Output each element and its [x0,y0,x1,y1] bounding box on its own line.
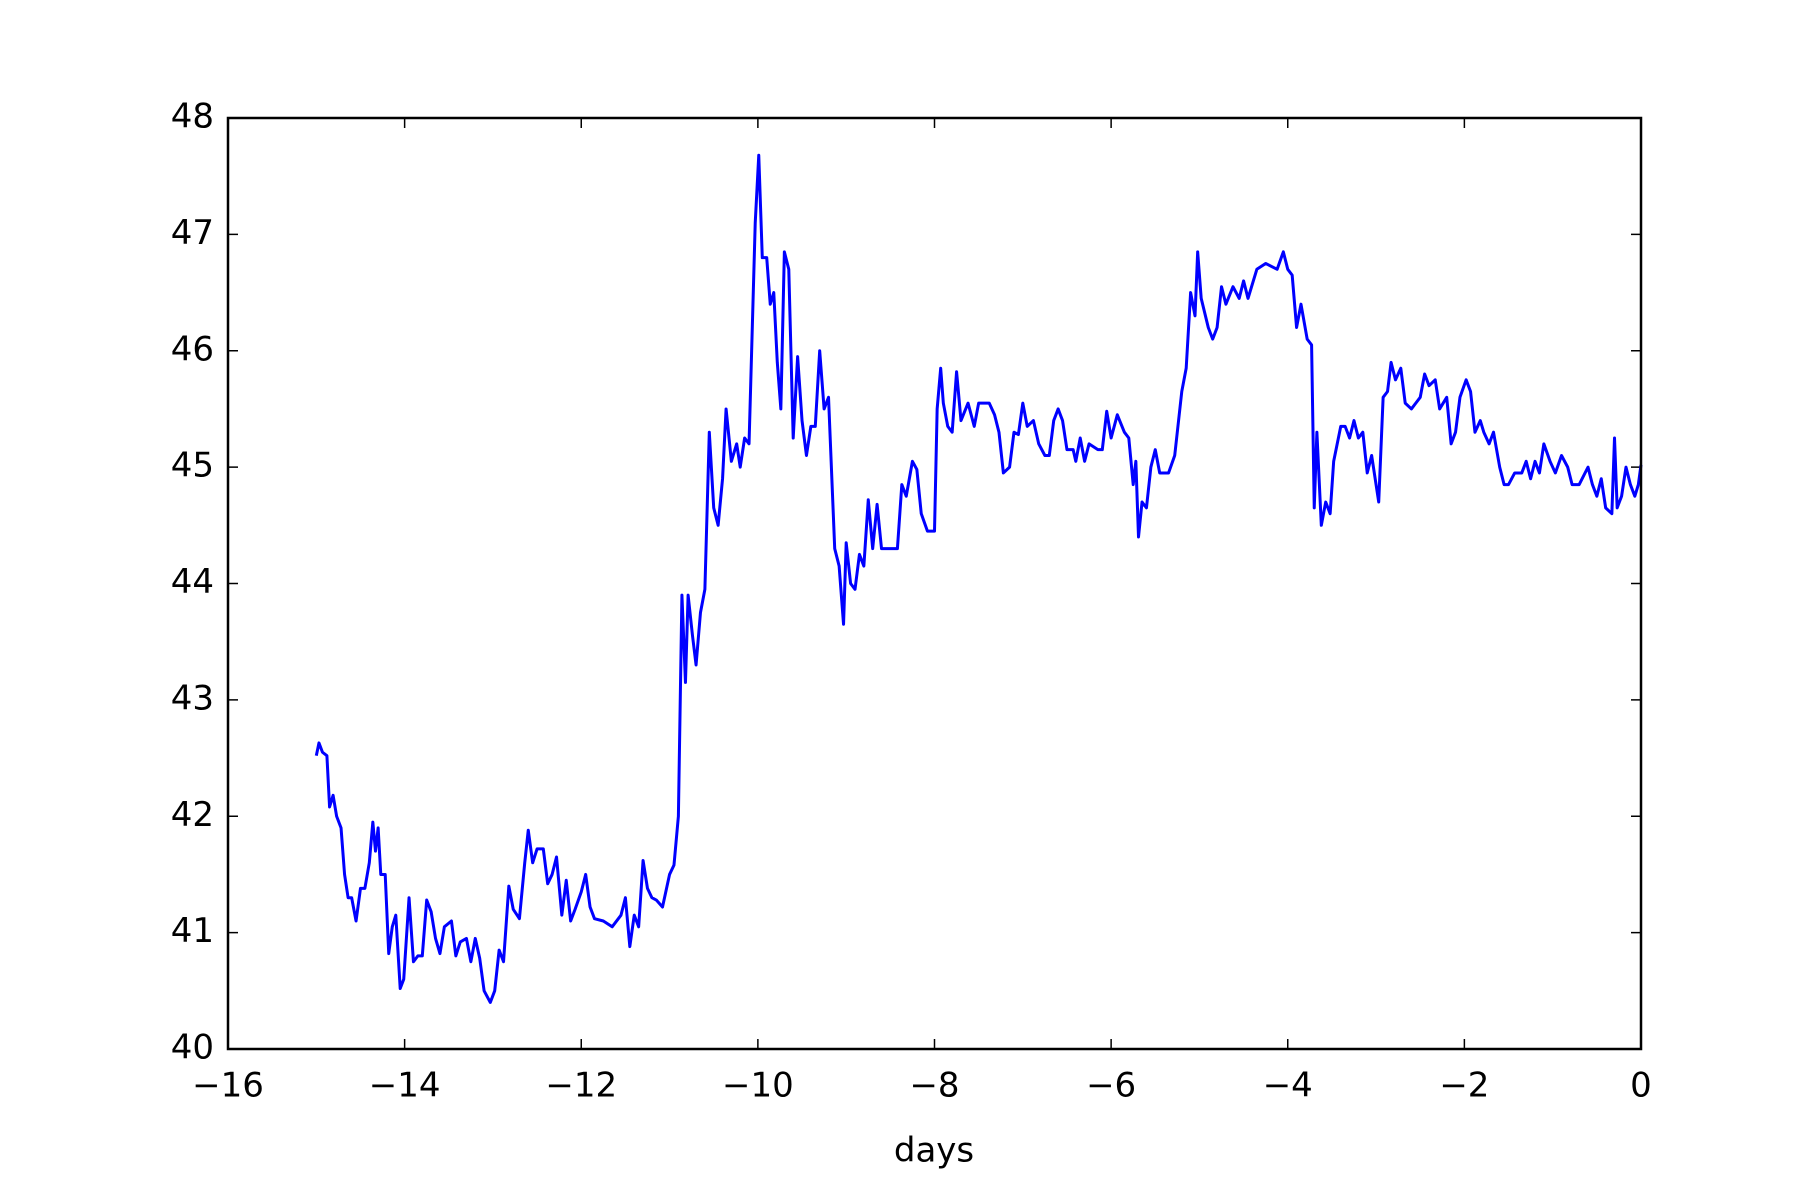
y-tick-label: 48 [171,97,214,137]
y-tick-label: 45 [171,446,214,486]
x-tick-label: −8 [909,1066,959,1106]
y-tick-label: 40 [171,1028,214,1068]
x-tick-label: −6 [1086,1066,1136,1106]
x-tick-label: −14 [369,1066,441,1106]
x-tick-label: −16 [192,1066,264,1106]
y-tick-label: 46 [171,329,214,369]
data-line [314,153,1643,1004]
x-tick-label: 0 [1630,1066,1652,1106]
x-tick-label: −12 [545,1066,617,1106]
plot-frame [226,116,1643,1051]
x-tick-label: −4 [1263,1066,1313,1106]
y-tick-label: 44 [171,562,214,602]
x-tick-label: −10 [722,1066,794,1106]
y-tick-label: 43 [171,678,214,718]
y-tick-label: 47 [171,213,214,253]
y-tick-label: 42 [171,795,214,835]
y-tick-label: 41 [171,911,214,951]
x-axis-label: days [894,1131,974,1171]
x-tick-label: −2 [1439,1066,1489,1106]
